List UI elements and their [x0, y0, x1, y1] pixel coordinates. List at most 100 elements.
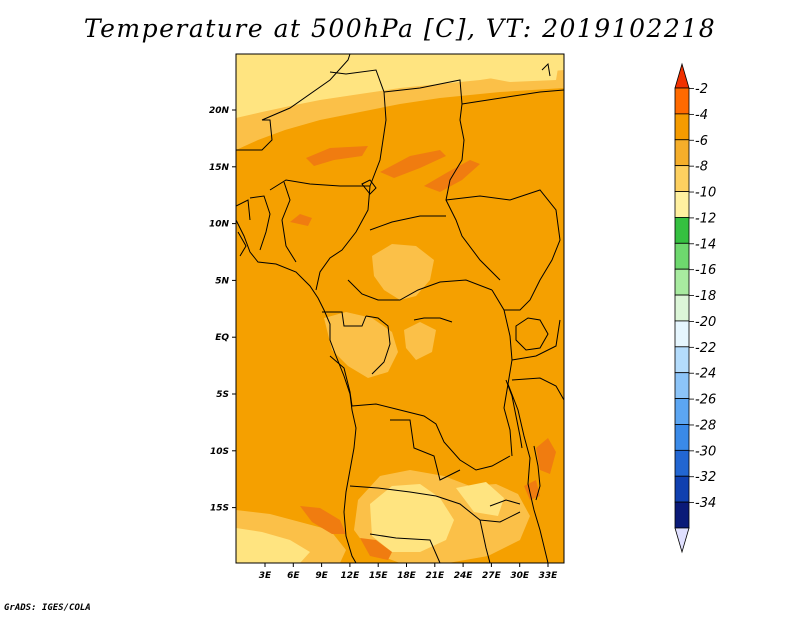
colorbar-swatch [674, 165, 690, 192]
lake-kariba [489, 499, 521, 507]
lon-tick-label: 21E [425, 571, 445, 581]
lat-tick-label: 15N [209, 163, 230, 173]
east-cool-patch [404, 322, 436, 360]
border-mali-niger [269, 179, 370, 191]
colorbar-label: -12 [695, 211, 716, 226]
lake-volta [237, 231, 247, 257]
lat-tick-label: EQ [215, 333, 229, 343]
border-west-small-2 [236, 199, 251, 221]
lon-tick-label: 6E [287, 571, 300, 581]
border-drc-west [329, 355, 353, 407]
warm-streak-4 [290, 214, 312, 226]
colorbar-swatch [674, 501, 690, 529]
lat-tick-label: 15S [210, 504, 229, 514]
border-nigeria-cameroon [315, 185, 371, 291]
colorbar-swatch [674, 346, 690, 374]
colorbar-swatch [674, 424, 690, 451]
latitude-axis: 20N 15N 10N 5N EQ 5S 10S 15S [209, 106, 236, 514]
colorbar-swatch [674, 87, 690, 115]
lon-tick-label: 33E [539, 571, 559, 581]
colorbar-swatch [674, 372, 690, 399]
warm-streak-5 [300, 506, 346, 534]
warm-streak-2 [380, 150, 446, 178]
warm-streak-1 [306, 146, 368, 166]
colorbar-label: -20 [695, 315, 716, 330]
border-niger-nigeria [281, 181, 297, 263]
lon-tick-label: 18E [397, 571, 417, 581]
lake-east-1 [541, 62, 551, 77]
colorbar-swatch [674, 268, 690, 296]
country-borders [236, 54, 564, 563]
border-tanzania [511, 377, 564, 401]
south-pale-patch-2 [456, 482, 504, 516]
lon-tick-label: 27E [482, 571, 502, 581]
colorbar-label: -24 [695, 367, 716, 382]
temperature-field [236, 54, 564, 563]
south-pale-patch [370, 484, 454, 552]
grads-credit: GrADS: IGES/COLA [4, 603, 91, 613]
border-south-2 [479, 519, 491, 563]
colorbar-label: -2 [695, 82, 708, 97]
colorbar-top-arrow [674, 62, 690, 89]
map-frame [235, 53, 565, 564]
lon-tick-label: 12E [341, 571, 361, 581]
border-north-4 [445, 103, 501, 281]
southwest-pale-patch [236, 528, 310, 563]
colorbar-swatch [674, 294, 690, 322]
colorbar: -2 -4 -6 -8 -10 -12 -14 -16 -18 -20 -22 -24 -26 -28 -3… [674, 62, 716, 554]
lon-tick-label: 30E [510, 571, 530, 581]
border-chad-car [369, 215, 446, 231]
longitude-axis: 3E 6E 9E 12E 15E 18E 21E 24E 27E 30E 33E [259, 563, 558, 581]
colorbar-label: -14 [695, 237, 716, 252]
colorbar-swatch [674, 242, 690, 270]
lon-tick-label: 9E [315, 571, 328, 581]
coastline-west [236, 219, 357, 563]
colorbar-label: -4 [695, 108, 708, 123]
warm-streak-7 [536, 438, 556, 474]
lon-tick-label: 3E [259, 571, 272, 581]
border-north-3 [383, 79, 463, 105]
border-east-lakes [507, 383, 549, 563]
border-angola-zambia [390, 419, 461, 481]
warm-streak-6 [360, 538, 392, 560]
border-sudan [461, 89, 564, 105]
lake-chad [361, 179, 377, 195]
colorbar-label: -8 [695, 160, 708, 175]
lake-malawi [533, 445, 541, 501]
border-car-south [347, 279, 493, 301]
colorbar-swatch [674, 139, 690, 167]
colorbar-label: -18 [695, 289, 716, 304]
border-west-small-1 [249, 195, 271, 251]
colorbar-label: -26 [695, 393, 716, 408]
central-cool-patch [372, 244, 434, 300]
colorbar-swatch [674, 217, 690, 244]
lake-tanganyika [505, 379, 523, 449]
lat-tick-label: 5S [216, 390, 229, 400]
lake-victoria [515, 317, 549, 351]
border-north-1 [261, 54, 351, 121]
colorbar-swatch [674, 475, 690, 503]
lon-tick-label: 24E [454, 571, 474, 581]
colorbar-label: -28 [695, 418, 716, 433]
river-congo [413, 317, 453, 323]
border-angola-namibia [349, 485, 437, 497]
colorbar-label: -30 [695, 444, 716, 459]
border-uganda-kenya [511, 319, 561, 361]
lat-tick-label: 5N [215, 276, 229, 286]
colorbar-label: -6 [695, 134, 708, 149]
border-sudan-ssd [445, 189, 561, 311]
colorbar-swatch [674, 191, 690, 218]
north-pale-patch-2 [470, 56, 560, 82]
congo-cool-patch [324, 312, 398, 378]
border-drc [351, 403, 511, 471]
lon-tick-label: 15E [369, 571, 389, 581]
colorbar-bottom-arrow [674, 527, 690, 554]
border-congo [365, 315, 391, 375]
border-sahel-west [236, 119, 273, 151]
colorbar-label: -16 [695, 263, 716, 278]
colorbar-swatch [674, 320, 690, 348]
border-cameroon-gabon [322, 311, 367, 327]
border-south-1 [369, 533, 441, 563]
colorbar-label: -32 [695, 470, 716, 485]
